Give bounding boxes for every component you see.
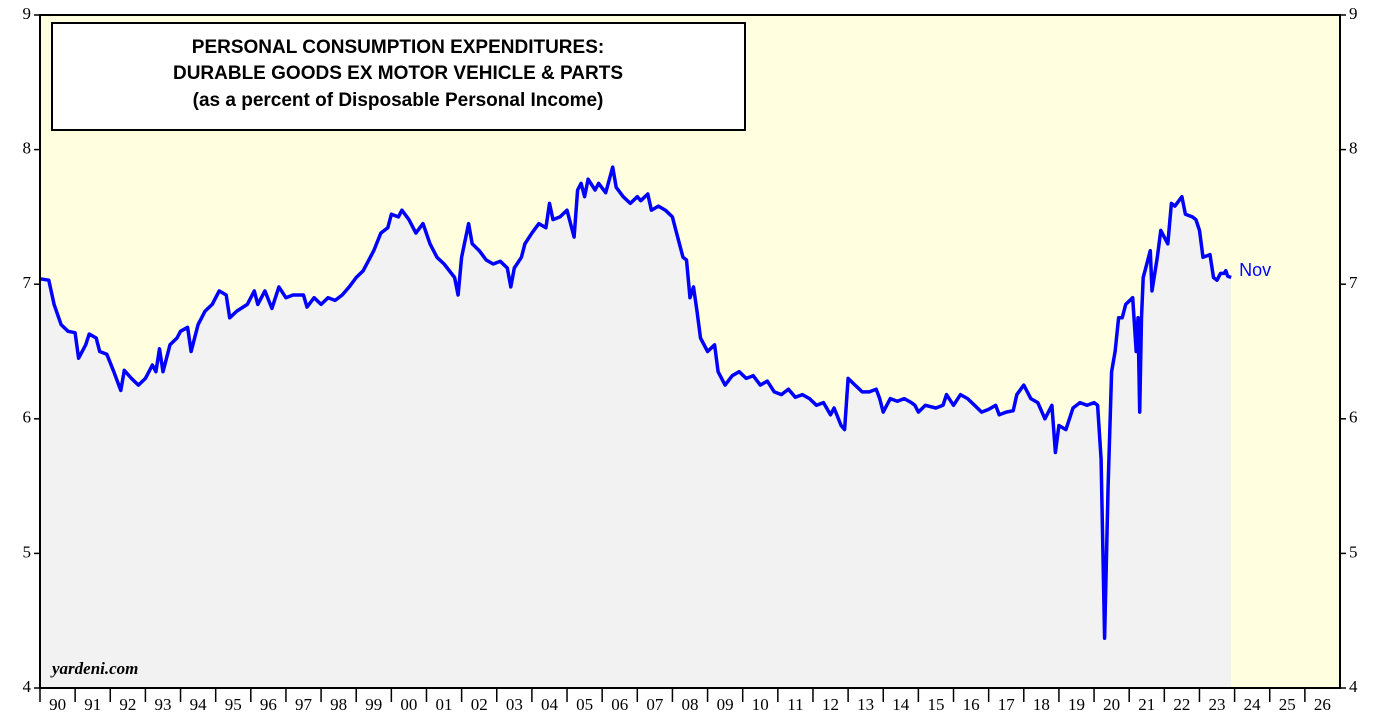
x-tick-label: 01: [436, 695, 453, 714]
x-tick-label: 10: [752, 695, 769, 714]
y-tick-label: 9: [23, 4, 32, 23]
x-tick-label: 24: [1244, 695, 1262, 714]
x-tick-label: 03: [506, 695, 523, 714]
y-tick-label: 9: [1349, 4, 1358, 23]
x-tick-label: 91: [84, 695, 101, 714]
x-tick-label: 08: [682, 695, 699, 714]
x-tick-label: 18: [1033, 695, 1050, 714]
x-tick-label: 11: [787, 695, 803, 714]
x-tick-label: 19: [1068, 695, 1085, 714]
annotation: Nov: [1239, 260, 1271, 280]
x-tick-label: 23: [1209, 695, 1226, 714]
x-tick-label: 09: [717, 695, 734, 714]
x-tick-label: 07: [646, 695, 664, 714]
y-tick-label: 6: [1349, 408, 1358, 427]
x-tick-label: 02: [471, 695, 488, 714]
y-tick-label: 7: [23, 273, 32, 292]
x-tick-label: 05: [576, 695, 593, 714]
chart-title: (as a percent of Disposable Personal Inc…: [193, 90, 604, 111]
x-tick-label: 95: [225, 695, 242, 714]
x-tick-label: 92: [119, 695, 136, 714]
y-tick-label: 7: [1349, 273, 1358, 292]
x-tick-label: 98: [330, 695, 347, 714]
x-tick-label: 15: [927, 695, 944, 714]
line: [39, 165, 1232, 640]
x-tick-label: 20: [1103, 695, 1120, 714]
x-tick-label: 90: [49, 695, 66, 714]
y-tick-label: 8: [1349, 139, 1358, 158]
x-tick-label: 93: [154, 695, 171, 714]
x-tick-label: 22: [1173, 695, 1190, 714]
plot-layer: [39, 165, 1232, 689]
y-tick-label: 8: [23, 139, 32, 158]
x-tick-label: 25: [1279, 695, 1296, 714]
chart-title: PERSONAL CONSUMPTION EXPENDITURES:: [192, 37, 604, 58]
x-tick-label: 99: [365, 695, 382, 714]
x-tick-label: 00: [400, 695, 417, 714]
y-tick-label: 5: [23, 542, 32, 561]
x-tick-label: 04: [541, 695, 559, 714]
x-tick-label: 17: [998, 695, 1016, 714]
x-tick-label: 94: [190, 695, 208, 714]
x-tick-label: 13: [857, 695, 874, 714]
x-tick-label: 97: [295, 695, 313, 714]
x-tick-label: 12: [822, 695, 839, 714]
title-box: [51, 22, 746, 131]
source: yardeni.com: [50, 659, 138, 678]
x-tick-label: 14: [892, 695, 910, 714]
y-tick-label: 5: [1349, 542, 1358, 561]
x-tick-label: 16: [963, 695, 980, 714]
x-tick-label: 21: [1138, 695, 1155, 714]
x-tick-label: 26: [1314, 695, 1331, 714]
x-tick-label: 96: [260, 695, 277, 714]
plot-frame: [39, 14, 1341, 689]
area: [40, 167, 1232, 689]
y-tick-label: 4: [1349, 677, 1358, 696]
y-tick-label: 6: [23, 408, 32, 427]
y-tick-label: 4: [23, 677, 32, 696]
chart-title: DURABLE GOODS EX MOTOR VEHICLE & PARTS: [173, 63, 623, 84]
x-tick-label: 06: [611, 695, 628, 714]
